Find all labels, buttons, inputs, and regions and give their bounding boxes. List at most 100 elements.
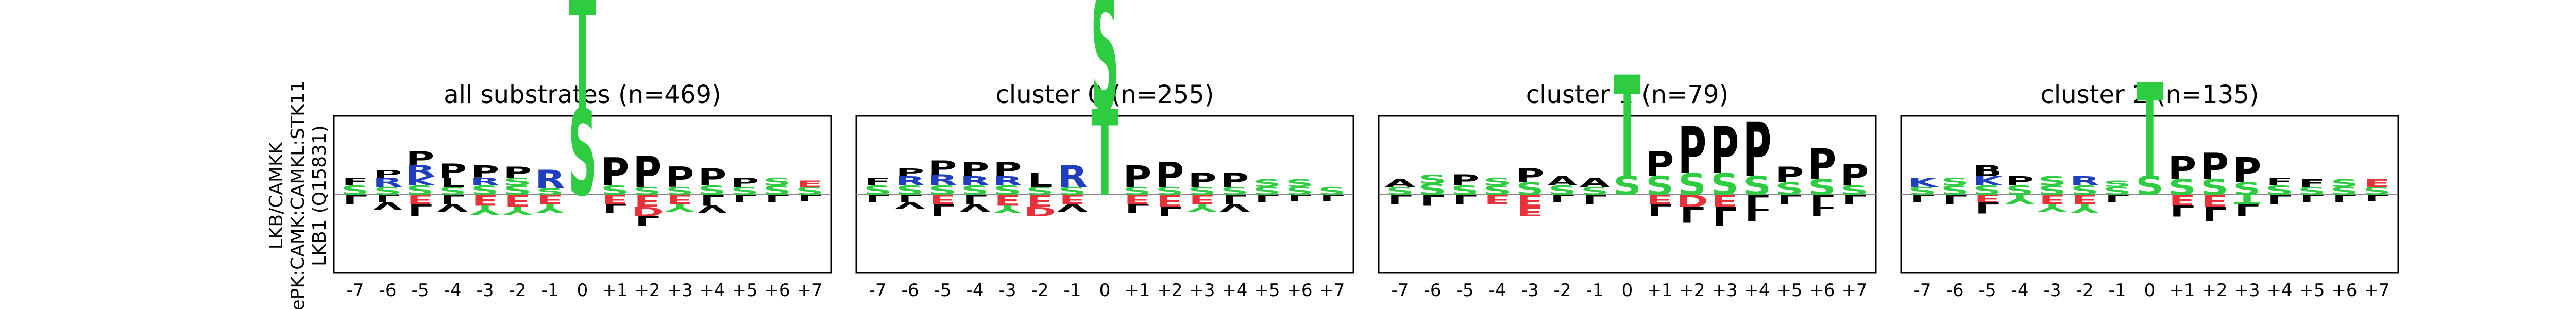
logo-letter-down: E [2072, 192, 2098, 207]
x-tick-label: +3 [2234, 280, 2260, 301]
logo-letter-up: P [961, 159, 990, 181]
logo-letter-down: L [700, 191, 724, 209]
logo-letter-up: P [1743, 107, 1772, 194]
logo-letter-up: R [372, 175, 402, 190]
x-tick-label: -1 [2109, 280, 2126, 301]
logo-letter-up: R [470, 176, 500, 188]
logo-letter-down: L [1582, 192, 1607, 207]
logo-letter-up: S [795, 185, 824, 197]
logo-letter-up: P [503, 164, 532, 181]
logo-letter-down: Y [535, 201, 565, 216]
logo-letter-up: S [2038, 174, 2066, 188]
logo-letter-up: S [1941, 176, 1969, 188]
logo-letter-up: R [927, 171, 958, 189]
logo-letter-up: S [1091, 0, 1119, 148]
logo-letter-up: S [633, 185, 662, 197]
x-tick-label: -5 [1456, 280, 1474, 301]
logo-letter-up: S [1516, 179, 1544, 199]
x-tick-label: +4 [699, 280, 725, 301]
logo-letter-up: P [1188, 169, 1217, 192]
logo-letter-up: P [1516, 165, 1545, 187]
x-tick-label: -3 [2044, 280, 2061, 301]
x-tick-label: +4 [1744, 280, 1770, 301]
logo-letter-up: S [2103, 179, 2131, 189]
logo-letter-up: T [2137, 57, 2163, 207]
logo-letter-down: Y [503, 204, 532, 217]
logo-letter-down: Y [2005, 192, 2035, 207]
logo-letter-up: S [503, 183, 532, 198]
x-tick-label: +2 [634, 280, 660, 301]
logo-letter-up: A [1547, 174, 1578, 188]
logo-letter-down: L [930, 200, 955, 220]
logo-letter-up: B [1973, 162, 2003, 180]
logo-letter-up: R [1057, 159, 1088, 194]
logo-letter-up: E [796, 179, 823, 189]
logo-letter-down: L [1287, 193, 1312, 202]
logo-letter-down: Y [665, 201, 694, 214]
logo-letter-down: E [1974, 192, 2001, 204]
logo-letter-up: L [1027, 169, 1052, 192]
logo-letter-up: S [1386, 185, 1414, 197]
y-axis-label-line-3: LKB1 (Q15831) [309, 125, 330, 266]
logo-letter-down: E [1517, 191, 1544, 211]
logo-letter-down: D [1676, 191, 1708, 211]
logo-letter-down: E [1157, 191, 1183, 211]
logo-letter-down: E [667, 192, 693, 207]
logo-letter-down: L [1550, 192, 1574, 204]
logo-letter-up: S [2038, 183, 2066, 198]
logo-letter-up: S [471, 183, 499, 198]
logo-letter-up: S [536, 187, 564, 197]
x-tick-label: 0 [1622, 280, 1633, 301]
logo-letter-down: L [1647, 200, 1672, 220]
logo-letter-down: L [1420, 191, 1445, 209]
logo-letter-up: S [1548, 183, 1577, 198]
logo-letter-down: E [1189, 192, 1216, 207]
logo-letter-down: L [897, 192, 922, 204]
x-tick-label: +6 [1809, 280, 1835, 301]
logo-letter-up: R [960, 174, 990, 188]
logo-letter-up: S [2298, 185, 2326, 197]
x-tick-label: +3 [1189, 280, 1215, 301]
logo-letter-up: S [503, 176, 532, 188]
logo-letter-up: S [1646, 171, 1674, 201]
logo-letter-down: L [602, 201, 627, 216]
logo-letter-down: L [2364, 193, 2389, 202]
logo-letter-up: S [1973, 183, 2002, 198]
logo-letter-up: P [993, 159, 1022, 181]
x-tick-label: -2 [1031, 280, 1049, 301]
logo-letter-up: P [2233, 150, 2262, 190]
logo-letter-up: S [2136, 171, 2164, 201]
logo-letter-down: L [765, 192, 789, 204]
logo-letter-up: S [2168, 175, 2196, 200]
logo-letter-up: P [896, 166, 925, 179]
x-tick-label: +7 [1841, 280, 1867, 301]
x-tick-label: +5 [732, 280, 757, 301]
logo-letter-up: A [1385, 177, 1415, 190]
logo-letter-up: S [1221, 185, 1249, 197]
logo-letter-down: L [2202, 202, 2227, 225]
x-tick-label: -6 [902, 280, 919, 301]
x-tick-label: 0 [577, 280, 588, 301]
logo-letter-down: D [1024, 204, 1056, 219]
logo-letter-down: E [1517, 204, 1544, 219]
logo-letter-up: P [1221, 169, 1249, 192]
logo-letter-up: P [928, 157, 957, 180]
x-tick-label: -7 [1914, 280, 1931, 301]
panel-title: cluster 1 (n=79) [1526, 80, 1728, 109]
logo-letter-up: P [1775, 163, 1804, 187]
logo-letter-up: S [601, 183, 629, 198]
logo-letter-up: S [2071, 183, 2099, 198]
x-tick-label: -1 [1064, 280, 1081, 301]
logo-letter-down: L [440, 192, 465, 207]
logo-letter-up: S [698, 183, 726, 198]
logo-letter-up: K [1972, 174, 2004, 188]
logo-letter-up: R [992, 174, 1022, 188]
logo-letter-down: E [634, 191, 661, 211]
logo-letter-down: E [1027, 191, 1054, 211]
logo-letter-down: L [1777, 192, 1802, 207]
logo-letter-down: E [472, 191, 499, 209]
logo-letter-up: P [2006, 174, 2035, 188]
x-tick-label: +3 [1711, 280, 1737, 301]
x-tick-label: +7 [796, 280, 822, 301]
x-tick-label: +6 [1286, 280, 1312, 301]
